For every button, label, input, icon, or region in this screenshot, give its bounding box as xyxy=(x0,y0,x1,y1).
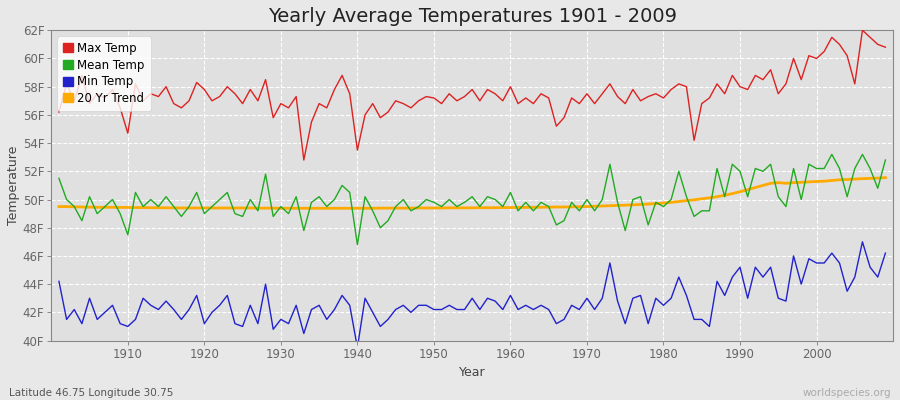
Text: worldspecies.org: worldspecies.org xyxy=(803,388,891,398)
Text: Latitude 46.75 Longitude 30.75: Latitude 46.75 Longitude 30.75 xyxy=(9,388,174,398)
Y-axis label: Temperature: Temperature xyxy=(7,146,20,225)
Title: Yearly Average Temperatures 1901 - 2009: Yearly Average Temperatures 1901 - 2009 xyxy=(267,7,677,26)
X-axis label: Year: Year xyxy=(459,366,485,379)
Legend: Max Temp, Mean Temp, Min Temp, 20 Yr Trend: Max Temp, Mean Temp, Min Temp, 20 Yr Tre… xyxy=(58,36,150,111)
